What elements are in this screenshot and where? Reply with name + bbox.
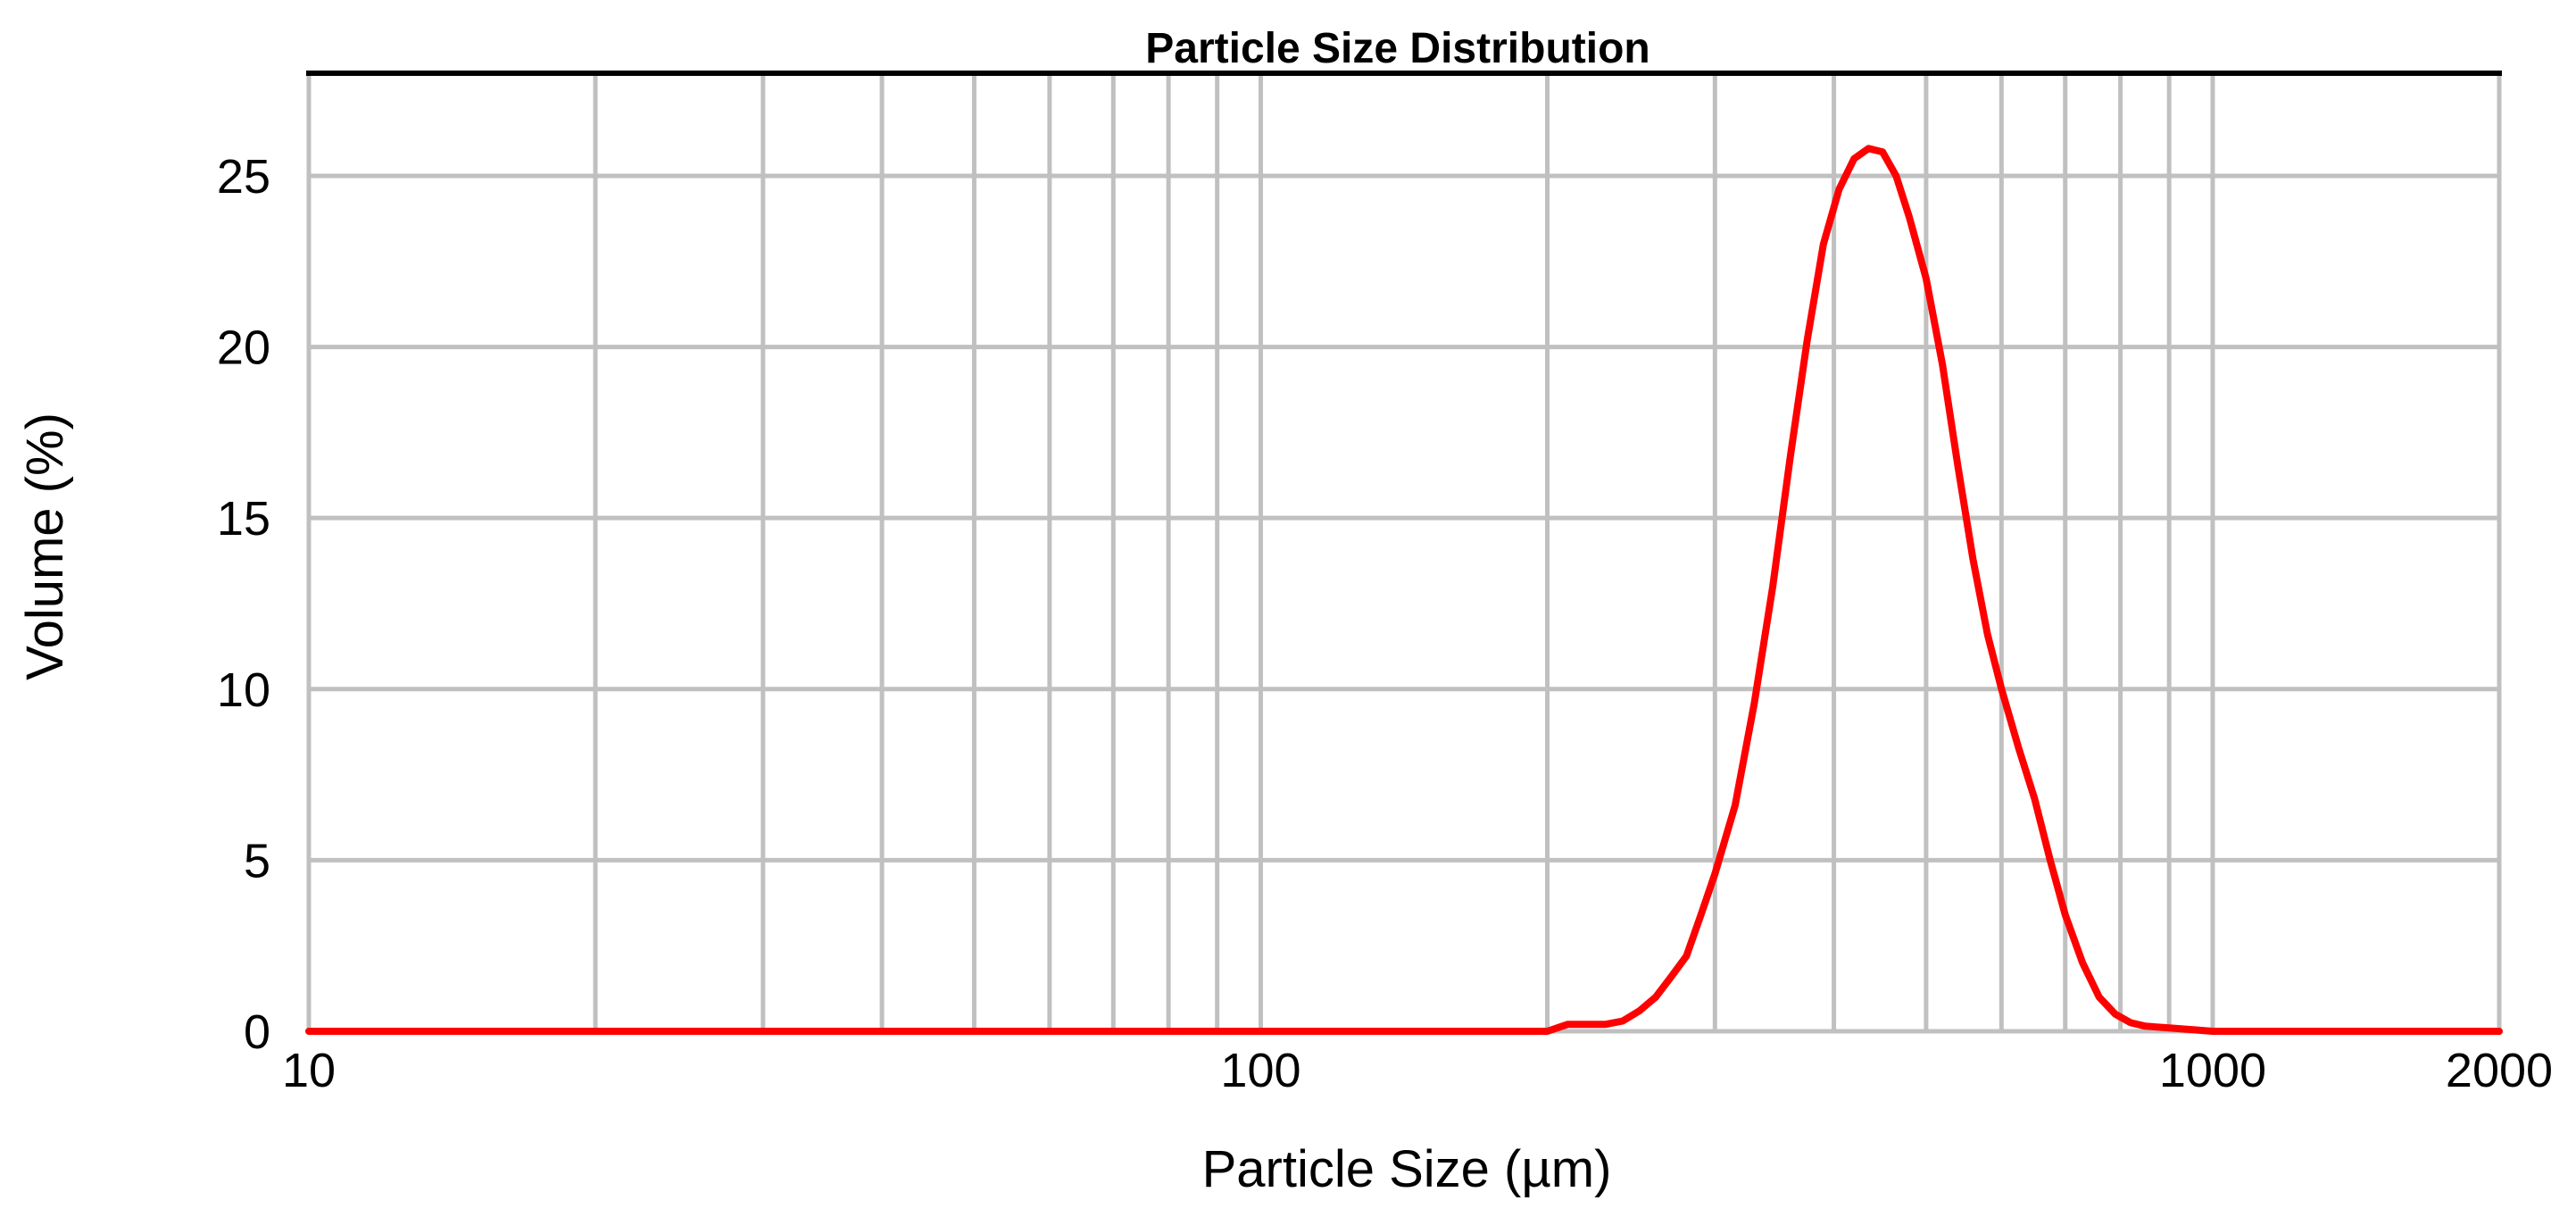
y-tick-label: 5 bbox=[244, 834, 270, 888]
series-line bbox=[305, 145, 2503, 1035]
x-tick-label: 10 bbox=[282, 1044, 336, 1097]
series-layer bbox=[305, 145, 2503, 1035]
x-tick-label: 2000 bbox=[2446, 1044, 2553, 1097]
y-tick-label: 15 bbox=[217, 492, 270, 546]
vertical-gridlines bbox=[306, 73, 2502, 1031]
x-tick-labels: 10 100 1000 2000 bbox=[282, 1044, 2553, 1097]
x-tick-label: 1000 bbox=[2159, 1044, 2266, 1097]
chart-title: Particle Size Distribution bbox=[1145, 25, 1649, 72]
x-axis-title: Particle Size (µm) bbox=[1202, 1140, 1612, 1198]
y-tick-label: 25 bbox=[217, 150, 270, 204]
y-tick-label: 10 bbox=[217, 663, 270, 717]
y-tick-labels: 0 5 10 15 20 25 bbox=[217, 150, 270, 1059]
y-axis-title: Volume (%) bbox=[16, 413, 74, 680]
x-tick-label: 100 bbox=[1220, 1044, 1300, 1097]
y-tick-label: 20 bbox=[217, 321, 270, 375]
y-tick-label: 0 bbox=[244, 1005, 270, 1059]
